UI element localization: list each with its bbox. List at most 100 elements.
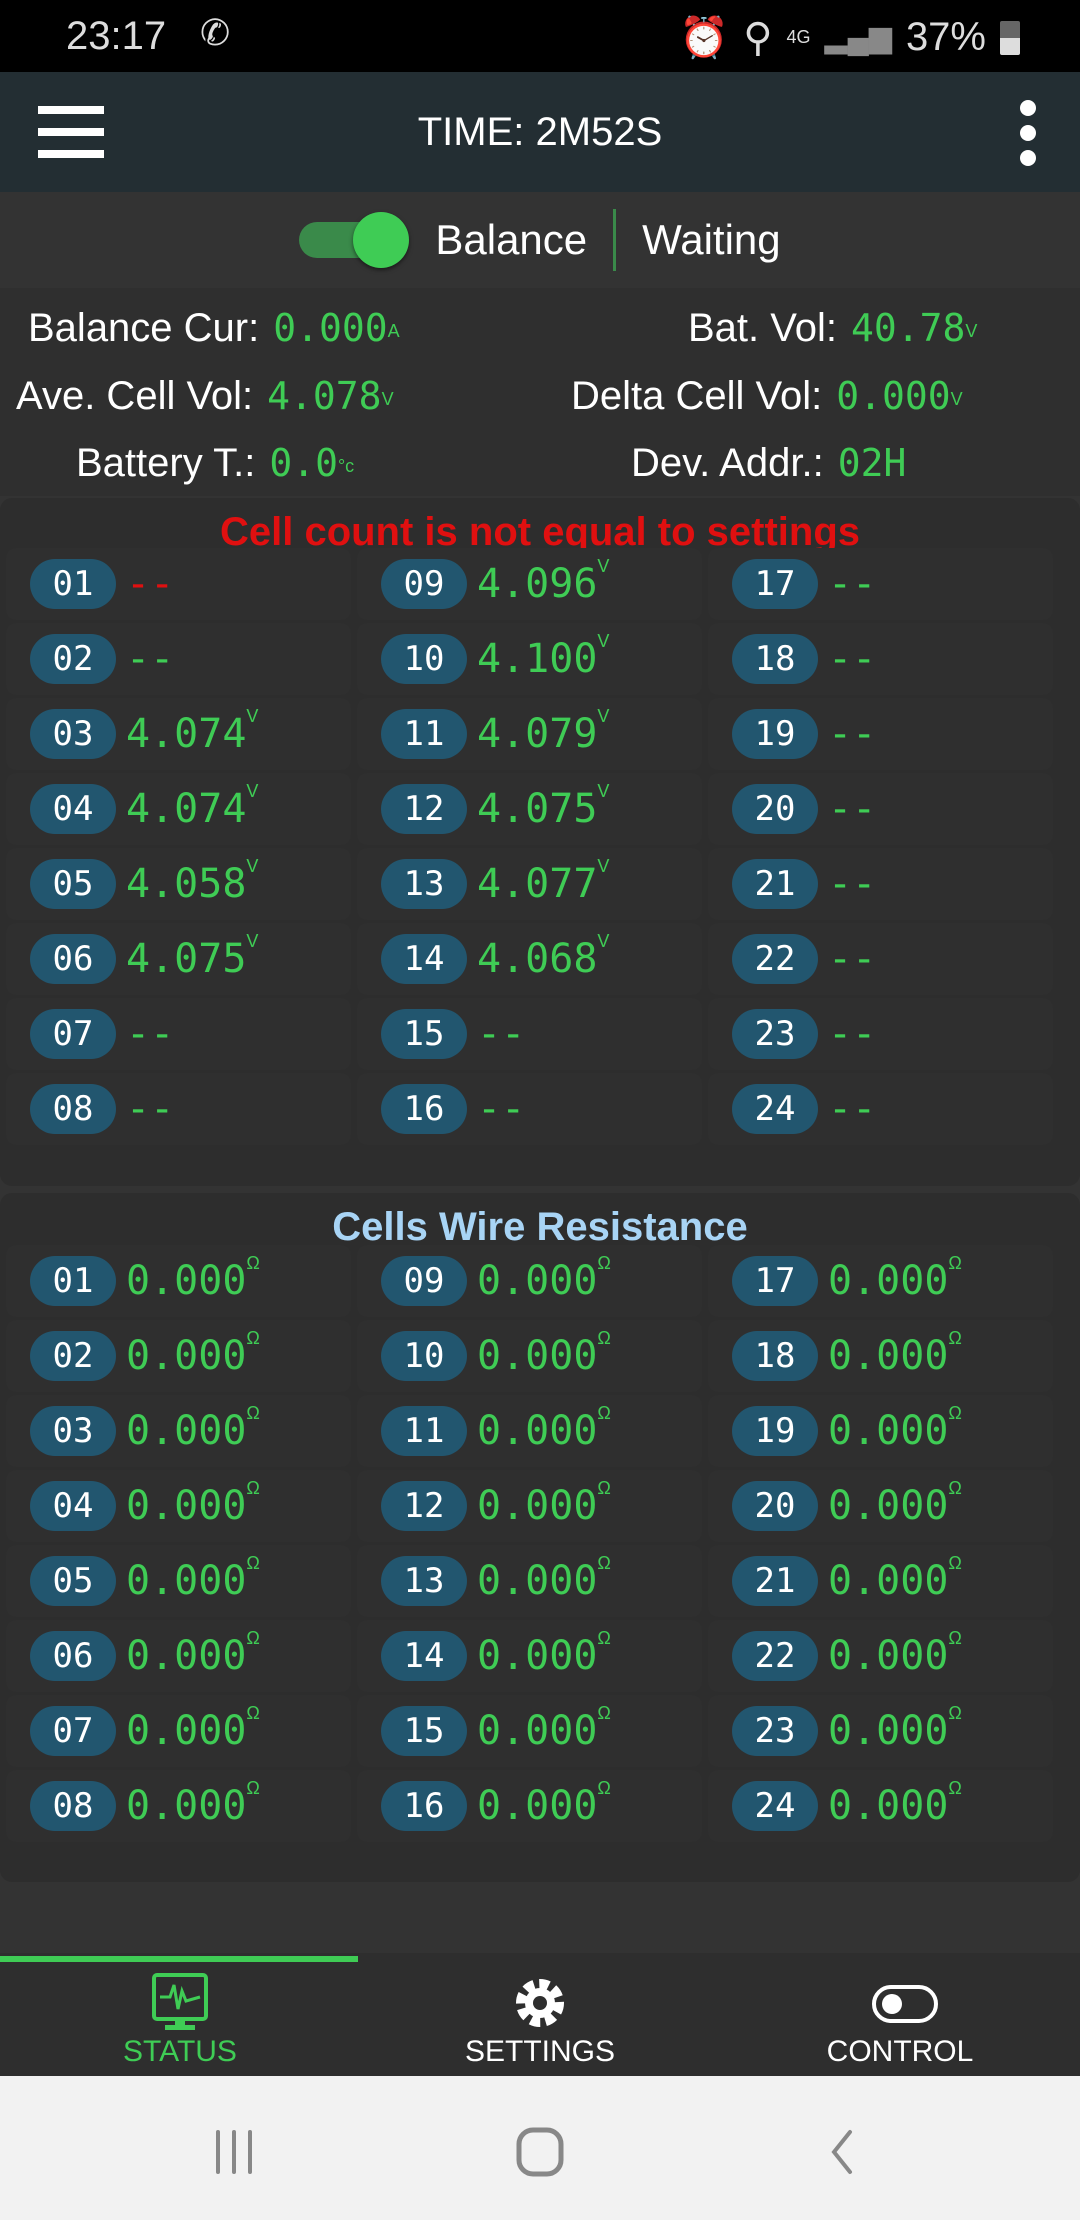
cell-value: -- — [828, 936, 877, 982]
unit: V — [597, 631, 610, 651]
cell-number-badge: 02 — [30, 634, 116, 684]
cell-voltage: 09 4.096 V — [357, 548, 702, 620]
cell-number-badge: 01 — [30, 1256, 116, 1306]
cell-value: -- — [828, 1086, 877, 1132]
cell-value: 4.077 — [477, 861, 598, 907]
cell-number-badge: 07 — [30, 1009, 116, 1059]
cell-value: 4.074 — [126, 711, 247, 757]
cell-value: 4.100 — [477, 636, 598, 682]
viber-icon: ✆ — [200, 12, 231, 53]
alarm-icon: ⏰ — [679, 16, 730, 60]
home-icon[interactable] — [515, 2126, 565, 2178]
unit: Ω — [246, 1478, 260, 1498]
unit: Ω — [246, 1778, 260, 1798]
unit: Ω — [246, 1703, 260, 1723]
unit: Ω — [246, 1328, 260, 1348]
cell-voltage: 01 -- — [6, 548, 351, 620]
cell-number-badge: 04 — [30, 1481, 116, 1531]
cell-voltage: 15 -- — [357, 998, 702, 1070]
cell-voltage: 24 -- — [708, 1073, 1053, 1145]
bottom-nav: STATUS SETTINGS CONTROL — [0, 1953, 1080, 2076]
unit: V — [246, 856, 259, 876]
resistance-cell: 06 0.000 Ω — [6, 1620, 351, 1692]
cell-voltage: 16 -- — [357, 1073, 702, 1145]
cell-number-badge: 06 — [30, 1631, 116, 1681]
cell-voltage: 08 -- — [6, 1073, 351, 1145]
cell-number-badge: 09 — [381, 559, 467, 609]
resistance-cell: 15 0.000 Ω — [357, 1695, 702, 1767]
resistance-cell: 19 0.000 Ω — [708, 1395, 1053, 1467]
cell-voltage: 02 -- — [6, 623, 351, 695]
resistance-cell: 02 0.000 Ω — [6, 1320, 351, 1392]
cell-number-badge: 24 — [732, 1781, 818, 1831]
cell-value: -- — [828, 861, 877, 907]
cell-number-badge: 04 — [30, 784, 116, 834]
unit: Ω — [948, 1778, 962, 1798]
unit: Ω — [246, 1253, 260, 1273]
tab-settings[interactable]: SETTINGS — [360, 1963, 720, 2076]
cell-value: -- — [477, 1086, 526, 1132]
active-tab-indicator — [0, 1956, 358, 1962]
wire-resistance-panel: Cells Wire Resistance 01 0.000 Ω 02 0.000 Ω 03… — [0, 1193, 1080, 1882]
cell-value: -- — [477, 1011, 526, 1057]
resistance-cell: 08 0.000 Ω — [6, 1770, 351, 1842]
tab-label: STATUS — [123, 2035, 237, 2068]
cell-value: 4.079 — [477, 711, 598, 757]
app-bar: TIME: 2M52S — [0, 72, 1080, 192]
unit: V — [246, 781, 259, 801]
cell-value: -- — [126, 1011, 175, 1057]
device-address: Dev. Addr.: 02H — [631, 441, 907, 485]
cell-number-badge: 21 — [732, 859, 818, 909]
cell-value: 0.000 — [828, 1708, 949, 1754]
more-vert-icon[interactable] — [1020, 100, 1040, 166]
cell-value: 0.000 — [477, 1333, 598, 1379]
cell-number-badge: 24 — [732, 1084, 818, 1134]
hamburger-icon[interactable] — [38, 106, 104, 158]
recent-apps-icon[interactable] — [210, 2128, 260, 2176]
cell-voltage: 04 4.074 V — [6, 773, 351, 845]
unit: Ω — [948, 1478, 962, 1498]
cell-number-badge: 09 — [381, 1256, 467, 1306]
cell-number-badge: 16 — [381, 1781, 467, 1831]
resistance-cell: 04 0.000 Ω — [6, 1470, 351, 1542]
unit: V — [246, 931, 259, 951]
resistance-cell: 03 0.000 Ω — [6, 1395, 351, 1467]
cell-number-badge: 06 — [30, 934, 116, 984]
cell-number-badge: 05 — [30, 859, 116, 909]
cell-voltage: 22 -- — [708, 923, 1053, 995]
unit: Ω — [246, 1628, 260, 1648]
average-cell-voltage: Ave. Cell Vol: 4.078 V — [16, 374, 394, 418]
cell-voltage: 06 4.075 V — [6, 923, 351, 995]
cell-value: -- — [828, 1011, 877, 1057]
cell-number-badge: 05 — [30, 1556, 116, 1606]
system-nav-bar — [0, 2076, 1080, 2220]
tab-control[interactable]: CONTROL — [720, 1963, 1080, 2076]
balance-toggle[interactable] — [299, 210, 411, 270]
resistance-cell: 01 0.000 Ω — [6, 1245, 351, 1317]
tab-status[interactable]: STATUS — [0, 1963, 360, 2076]
resistance-cell: 07 0.000 Ω — [6, 1695, 351, 1767]
cell-number-badge: 15 — [381, 1706, 467, 1756]
cell-number-badge: 19 — [732, 1406, 818, 1456]
resistance-cell: 05 0.000 Ω — [6, 1545, 351, 1617]
cell-number-badge: 01 — [30, 559, 116, 609]
unit: V — [597, 856, 610, 876]
cell-value: 0.000 — [828, 1333, 949, 1379]
resistance-cell: 12 0.000 Ω — [357, 1470, 702, 1542]
cell-value: 0.000 — [126, 1558, 247, 1604]
cell-voltage: 12 4.075 V — [357, 773, 702, 845]
cell-voltage: 11 4.079 V — [357, 698, 702, 770]
cell-value: 0.000 — [126, 1783, 247, 1829]
cell-voltage: 05 4.058 V — [6, 848, 351, 920]
resistance-cell: 24 0.000 Ω — [708, 1770, 1053, 1842]
resistance-cell: 23 0.000 Ω — [708, 1695, 1053, 1767]
cell-value: -- — [828, 711, 877, 757]
cell-number-badge: 12 — [381, 784, 467, 834]
unit: Ω — [597, 1553, 611, 1573]
delta-cell-voltage: Delta Cell Vol: 0.000 V — [571, 374, 963, 418]
cell-number-badge: 14 — [381, 1631, 467, 1681]
back-icon[interactable] — [820, 2128, 860, 2176]
cell-number-badge: 15 — [381, 1009, 467, 1059]
resistance-cell: 10 0.000 Ω — [357, 1320, 702, 1392]
balance-row: Balance Waiting — [0, 192, 1080, 288]
